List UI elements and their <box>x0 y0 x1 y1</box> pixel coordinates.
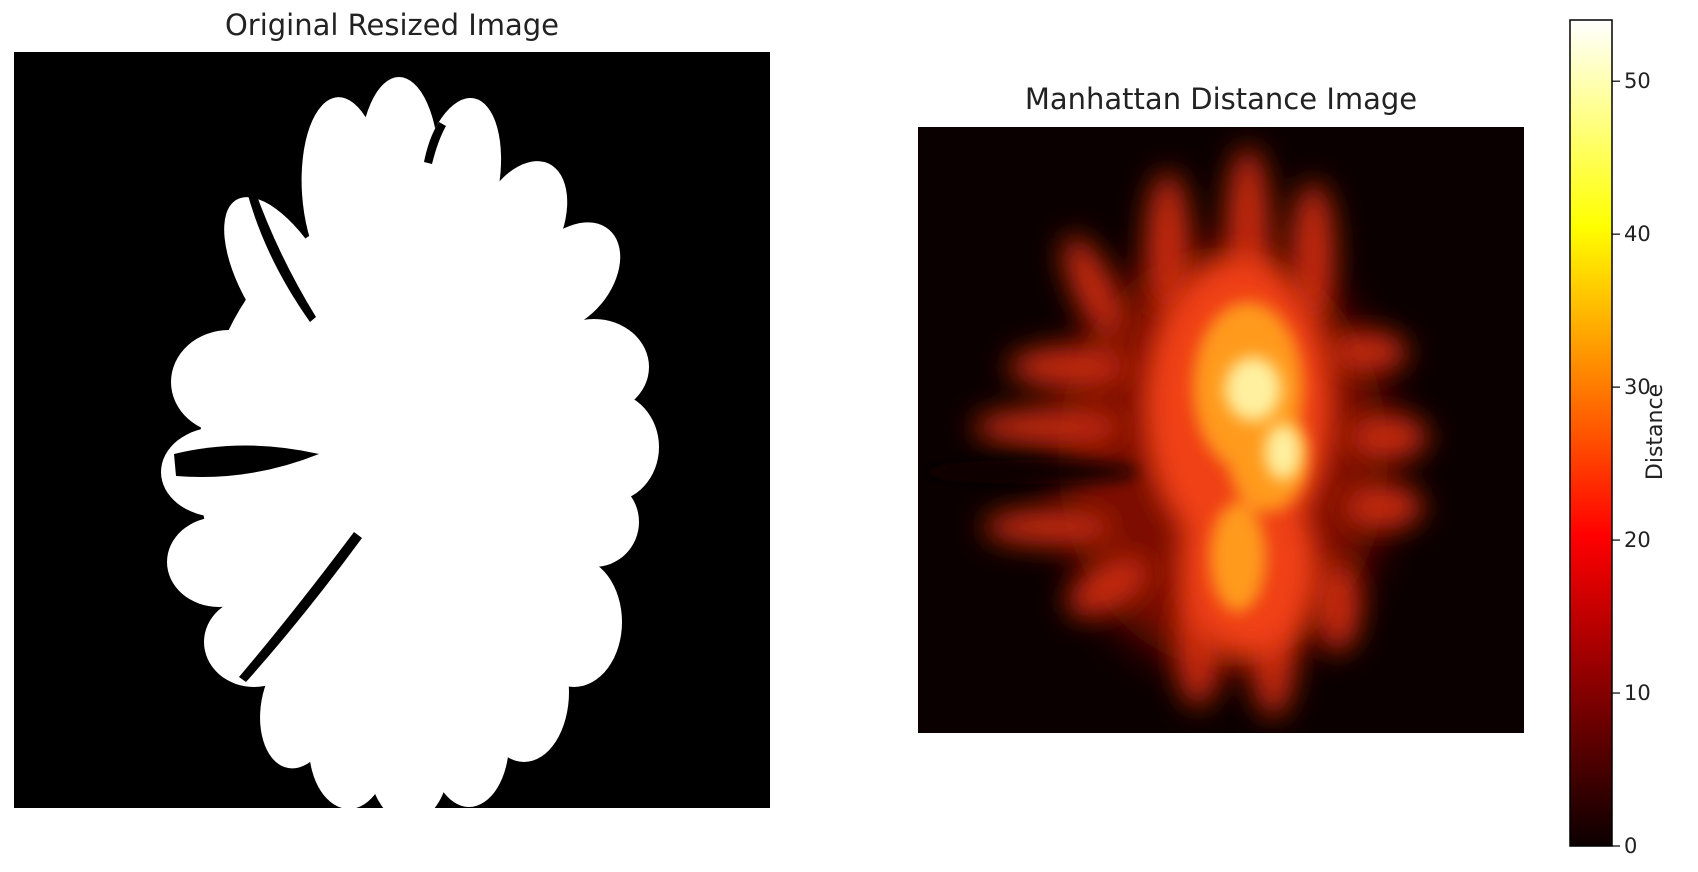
heat-spike <box>1328 332 1408 372</box>
gap <box>174 445 319 478</box>
heat-hole <box>918 460 1138 484</box>
petal <box>517 222 621 332</box>
heat-spike <box>1146 172 1190 312</box>
colorbar-tick-label: 20 <box>1624 528 1651 552</box>
petal <box>549 477 639 567</box>
hole-region <box>918 460 1138 484</box>
petal <box>539 319 649 415</box>
heat-peak <box>1225 357 1281 421</box>
original-resized-image <box>14 52 770 808</box>
heat-blob <box>1210 502 1266 612</box>
right-panel-title: Manhattan Distance Image <box>1024 82 1418 116</box>
heat-spike <box>1348 415 1428 459</box>
heat-spike <box>1067 557 1149 617</box>
petal <box>429 677 509 807</box>
mask-gaps <box>174 122 446 682</box>
petal <box>559 392 659 502</box>
colorbar-label: Distance <box>1643 384 1668 480</box>
petal <box>171 330 287 434</box>
colorbar: 0 10 20 30 40 50 Distance <box>1569 19 1668 858</box>
petal <box>167 517 271 607</box>
petal <box>369 702 449 808</box>
heat-spike <box>1316 562 1360 652</box>
heat-spike <box>1291 182 1335 322</box>
petal <box>204 597 304 687</box>
left-panel-title: Original Resized Image <box>224 8 560 42</box>
petal <box>224 197 344 367</box>
heat-spike <box>973 409 1123 445</box>
heat-spike <box>1343 485 1423 529</box>
colorbar-gradient <box>1569 19 1613 847</box>
manhattan-distance-heatmap <box>918 127 1524 733</box>
flower-mask <box>161 77 659 808</box>
colorbar-tick-label: 0 <box>1624 834 1637 858</box>
heat-spike <box>983 509 1113 545</box>
colorbar-tick-label: 50 <box>1624 69 1651 93</box>
peak-distance-region <box>1225 357 1301 480</box>
colorbar-tick-label: 30 <box>1624 375 1651 399</box>
colorbar-ticks: 0 10 20 30 40 50 <box>1612 69 1651 858</box>
heat-peak <box>1265 424 1301 480</box>
gap <box>239 532 362 682</box>
gap <box>246 182 316 322</box>
heat-spike <box>1063 236 1123 338</box>
colorbar-tick-label: 10 <box>1624 681 1651 705</box>
gap <box>424 122 446 164</box>
colorbar-tick-label: 40 <box>1624 222 1651 246</box>
heat-spike <box>1008 347 1128 387</box>
